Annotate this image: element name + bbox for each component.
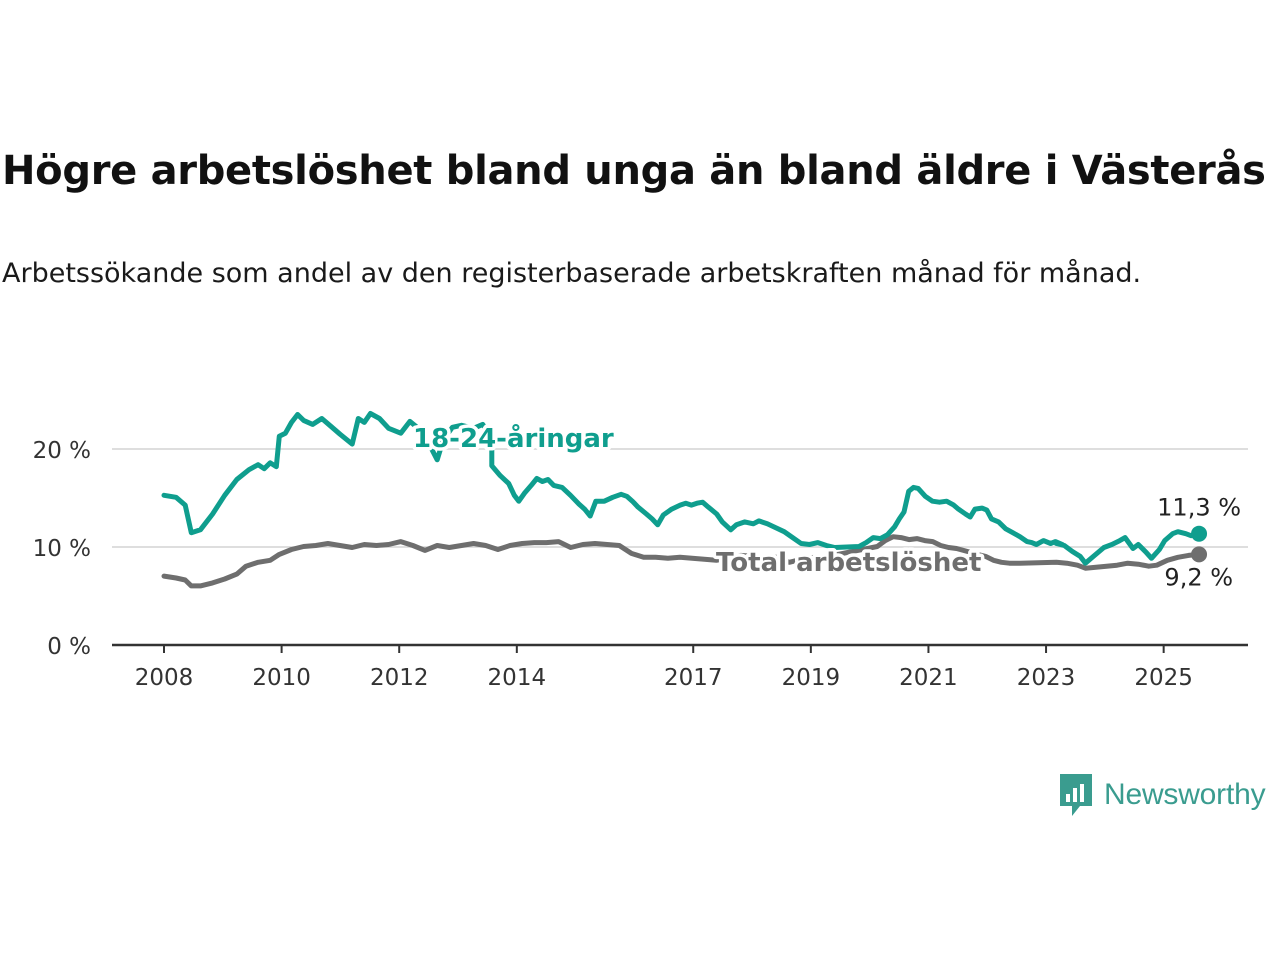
brand-name: Newsworthy [1104, 778, 1266, 811]
y-tick-label: 0 % [47, 634, 91, 660]
chart-subtitle: Arbetssökande som andel av den registerb… [2, 258, 1142, 289]
x-tick-label: 2014 [488, 665, 547, 691]
series-line-18-24 [161, 411, 1202, 566]
series-label-total: Total arbetslöshet [716, 548, 981, 578]
x-tick-label: 2021 [899, 665, 958, 691]
y-tick-label: 20 % [33, 438, 91, 464]
y-tick-label: 10 % [33, 536, 91, 562]
end-point-total [1191, 546, 1208, 563]
line-chart: 0 % 10 % 20 % 2008 2010 2012 2014 2017 2019 2021 2… [33, 411, 1248, 691]
x-tick-label: 2008 [135, 665, 194, 691]
x-tick-label: 2010 [252, 665, 311, 691]
x-tick-label: 2023 [1017, 665, 1076, 691]
newsworthy-logo-icon [1060, 774, 1092, 816]
x-tick-label: 2019 [782, 665, 841, 691]
end-label-18-24: 11,3 % [1157, 494, 1241, 522]
series-label-18-24: 18-24-åringar [413, 422, 614, 454]
brand-logo[interactable]: Newsworthy [1058, 770, 1266, 820]
x-tick-label: 2017 [664, 665, 723, 691]
x-tick-label: 2012 [370, 665, 429, 691]
chart-title: Högre arbetslöshet bland unga än bland ä… [2, 148, 1266, 194]
end-label-total: 9,2 % [1164, 563, 1233, 591]
series-line-total [161, 534, 1202, 589]
x-tick-label: 2025 [1134, 665, 1193, 691]
end-point-18-24 [1191, 525, 1208, 542]
